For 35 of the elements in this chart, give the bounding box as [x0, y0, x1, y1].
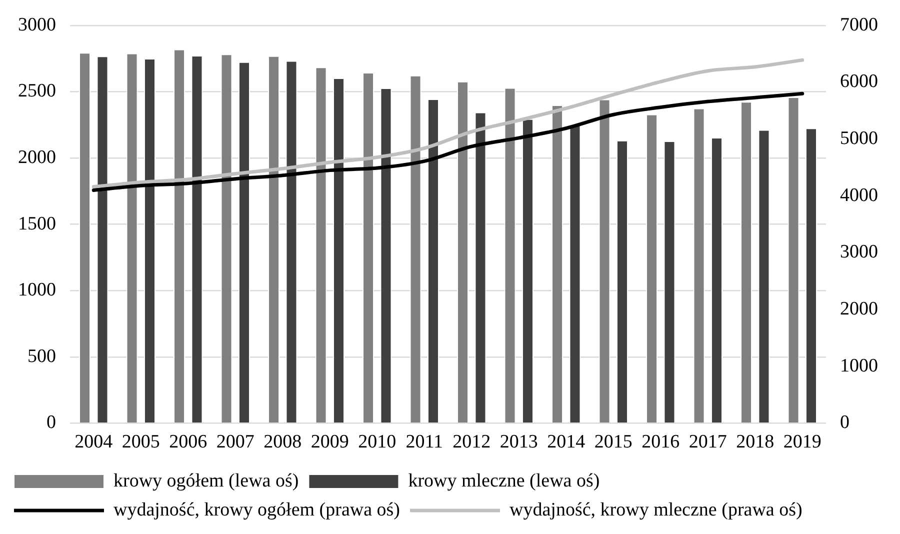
x-tick-label: 2019	[783, 432, 822, 453]
y2-tick-label: 1000	[840, 355, 878, 376]
x-tick-label: 2015	[594, 432, 632, 453]
y-tick-label: 1000	[18, 280, 56, 301]
y2-tick-label: 7000	[840, 14, 878, 36]
legend-label: krowy ogółem (lewa oś)	[114, 470, 299, 492]
x-tick-label: 2013	[500, 432, 538, 453]
x-tick-label: 2005	[122, 432, 160, 453]
x-tick-label: 2007	[216, 432, 254, 453]
y2-tick-label: 6000	[840, 71, 878, 92]
y-tick-label: 500	[28, 346, 56, 367]
y-tick-label: 1500	[18, 213, 56, 234]
x-tick-label: 2018	[736, 432, 774, 453]
x-tick-label: 2006	[169, 432, 208, 453]
y2-tick-label: 4000	[840, 184, 878, 206]
x-tick-label: 2008	[264, 432, 302, 453]
y-tick-label: 2000	[18, 146, 56, 168]
x-tick-label: 2012	[452, 432, 491, 453]
y-tick-label: 2500	[18, 80, 56, 102]
legend-label: wydajność, krowy ogółem (prawa oś)	[114, 499, 400, 520]
legend-label: krowy mleczne (lewa oś)	[408, 470, 600, 492]
x-tick-label: 2004	[74, 432, 114, 453]
x-tick-label: 2014	[547, 432, 586, 453]
y2-tick-label: 2000	[840, 298, 878, 320]
y-tick-label: 3000	[18, 14, 56, 36]
x-tick-label: 2011	[406, 432, 444, 453]
x-tick-label: 2010	[358, 432, 396, 453]
x-tick-label: 2016	[642, 432, 680, 453]
y2-tick-label: 0	[840, 412, 850, 434]
x-tick-label: 2017	[688, 432, 727, 453]
x-tick-label: 2009	[310, 432, 349, 453]
y2-tick-label: 3000	[840, 242, 878, 263]
y2-tick-label: 5000	[840, 128, 878, 150]
legend-label: wydajność, krowy mleczne (prawa oś)	[510, 499, 802, 520]
y-tick-label: 0	[46, 412, 56, 434]
